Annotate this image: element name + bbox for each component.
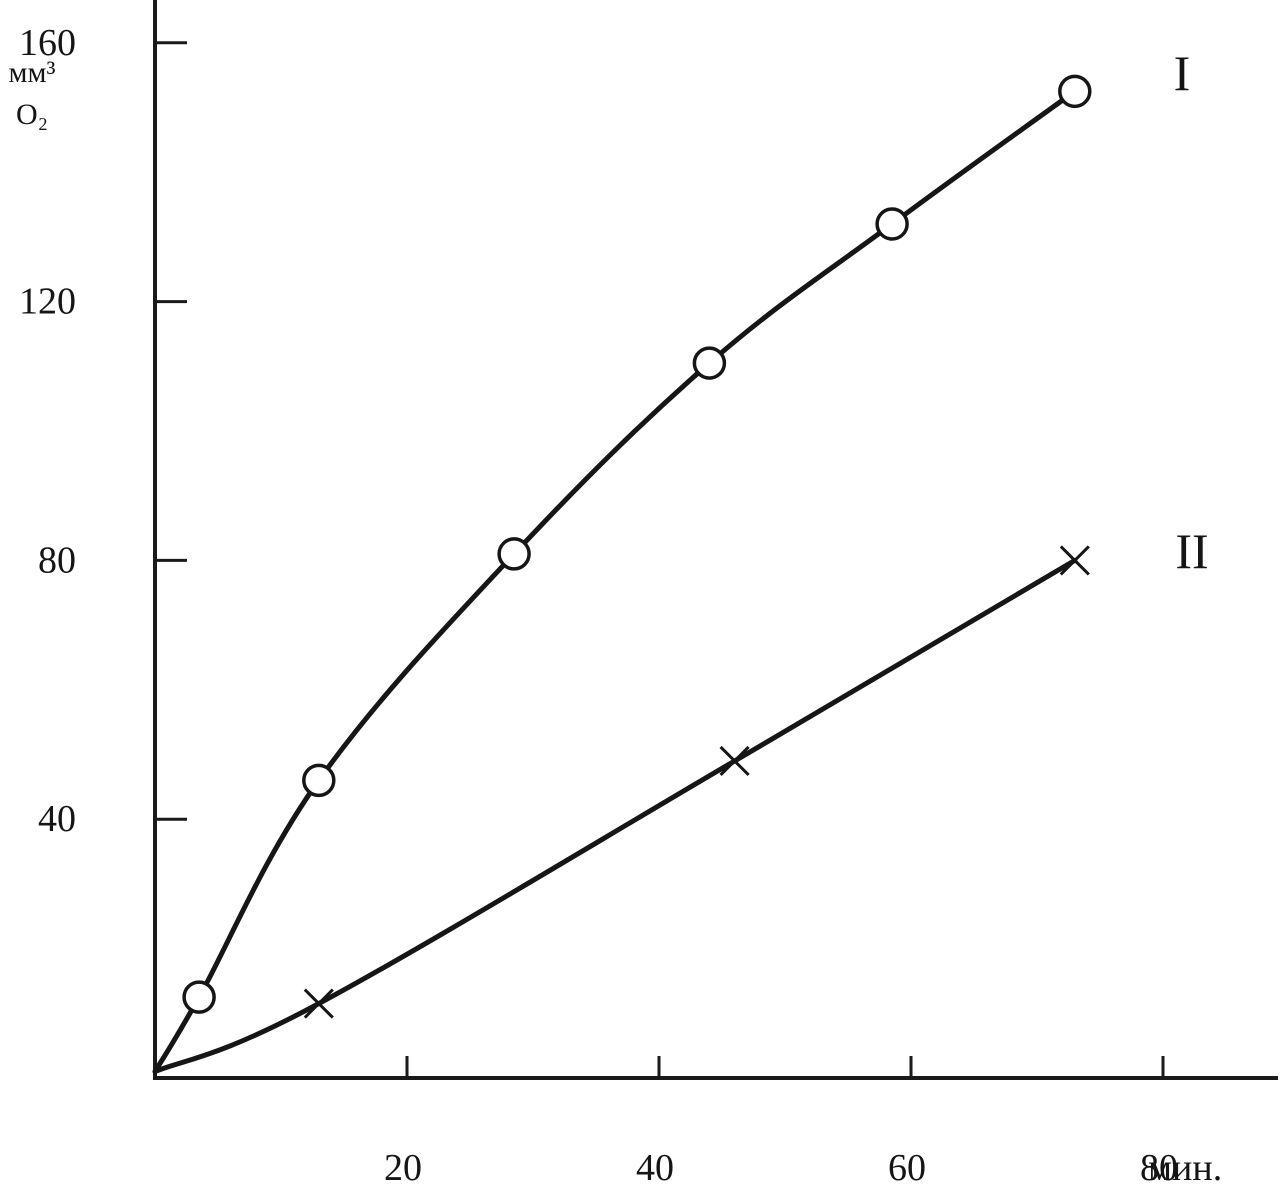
data-point-I xyxy=(497,537,531,571)
data-point-I xyxy=(302,763,336,798)
y-axis-unit-label: мм³ xyxy=(9,56,56,89)
data-point-II xyxy=(303,988,334,1019)
y-tick-label: 40 xyxy=(38,798,76,840)
x-tick-label: 40 xyxy=(636,1147,674,1189)
x-tick-label: 60 xyxy=(888,1147,926,1189)
data-point-I xyxy=(1058,74,1092,109)
y-tick-label: 160 xyxy=(19,22,76,64)
series-lines xyxy=(152,88,1078,1075)
series-label-II: II xyxy=(1175,523,1208,579)
data-point-I xyxy=(692,346,727,380)
axes xyxy=(153,0,1278,1080)
series-markers xyxy=(182,74,1092,1019)
data-point-stroke xyxy=(303,988,334,1019)
axis-ticks: 40 80 120 160 20 40 60 80 xyxy=(19,22,1178,1189)
x-tick-label: 20 xyxy=(384,1147,422,1189)
data-point-II xyxy=(719,745,750,777)
series-line-II xyxy=(152,557,1078,1075)
y-tick-label: 120 xyxy=(19,281,76,323)
x-tick-label: 80 xyxy=(1140,1147,1178,1189)
series-line-I xyxy=(152,88,1078,1075)
data-point-stroke xyxy=(719,745,750,777)
data-point-I xyxy=(875,207,909,241)
data-point-stroke xyxy=(1059,545,1090,576)
data-point-II xyxy=(1059,545,1090,576)
y-tick-label: 80 xyxy=(38,539,76,581)
x-axis-unit-label: мин. xyxy=(1148,1147,1222,1189)
y-axis-quantity-label: O₂ xyxy=(16,98,48,131)
series-label-I: I xyxy=(1174,45,1191,101)
data-point-I xyxy=(182,980,216,1014)
